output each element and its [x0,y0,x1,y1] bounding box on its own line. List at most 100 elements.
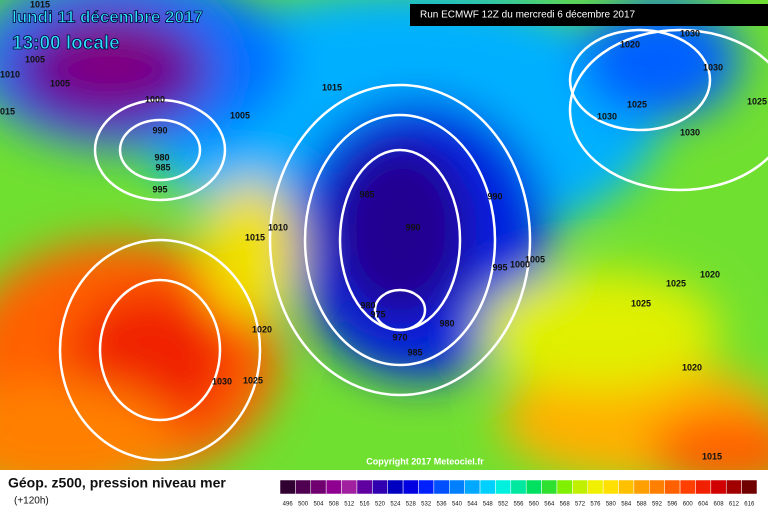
colorbar-tick-label: 616 [744,502,755,508]
isobar-label: 975 [370,309,385,319]
colorbar-tick-label: 560 [529,502,540,508]
colorbar-tick-label: 568 [560,502,571,508]
colorbar-tick-label: 520 [375,502,386,508]
colorbar-tick-label: 572 [575,502,586,508]
colorbar-tick-label: 588 [637,502,648,508]
colorbar-tick-label: 552 [498,502,509,508]
isobar-label: 1015 [702,451,722,461]
colorbar-cell [725,479,742,495]
colorbar-cell [741,479,758,495]
isobar-label: 1015 [30,0,50,9]
isobar-label: 1000 [510,259,530,269]
colorbar-cell [479,479,496,495]
colorbar-cell [556,479,573,495]
colorbar-tick-label: 516 [360,502,371,508]
colorbar: 496 500 504 508 512 516 520 524 528 532 536 540 544 5… [279,479,758,508]
colorbar-tick-label: 564 [544,502,555,508]
colorbar-tick-label: 496 [283,502,294,508]
copyright: Copyright 2017 Meteociel.fr [366,456,484,466]
colorbar-cell [510,479,527,495]
isobar-label: 1030 [680,127,700,137]
isobar-label: 985 [155,162,170,172]
colorbar-tick-label: 540 [452,502,463,508]
isobar-label: 995 [492,262,507,272]
isobar-label: 1000 [145,94,165,104]
colorbar-tick-label: 508 [329,502,340,508]
colorbar-cell [695,479,712,495]
colorbar-tick-label: 500 [298,502,309,508]
colorbar-cell [633,479,650,495]
isobar-label: 1015 [322,82,342,92]
colorbar-cell [572,479,588,495]
isobar-label: 1005 [525,254,545,264]
colorbar-cell [525,479,542,495]
isobar-label: 1020 [620,39,640,49]
colorbar-cell [325,479,342,495]
map-date: lundi 11 décembre 2017 [12,7,203,26]
colorbar-cell [372,479,388,495]
isobar-labels: 1015100510051010101510009909809859951005… [0,0,767,461]
colorbar-tick-label: 580 [606,502,617,508]
colorbar-cell [679,479,696,495]
colorbar-tick-label: 608 [714,502,725,508]
colorbar-tick-label: 536 [437,502,448,508]
isobar-label: 1025 [666,278,686,288]
colorbar-cell [464,479,481,495]
colorbar-tick-label: 512 [344,502,355,508]
colorbar-tick-label: 528 [406,502,417,508]
colorbar-cell [279,479,296,495]
colorbar-cell [710,479,727,495]
isobar-label: 1030 [597,111,617,121]
isobar-label: 1025 [747,96,767,106]
colorbar-cell [664,479,681,495]
colorbar-tick-label: 596 [667,502,678,508]
run-info: Run ECMWF 12Z du mercredi 6 décembre 201… [420,10,636,21]
isobar-label: 985 [359,189,374,199]
colorbar-tick-label: 592 [652,502,663,508]
colorbar-cell [602,479,619,495]
colorbar-cell [495,479,512,495]
isobar-label: 1005 [25,54,45,64]
colorbar-cell [356,479,373,495]
isobar-label: 1015 [0,106,15,116]
isobar-label: 1030 [680,28,700,38]
footer-title: Géop. z500, pression niveau mer [8,475,226,491]
colorbar-cell [310,479,327,495]
isobar-label: 990 [152,125,167,135]
map-time: 13:00 locale [12,33,120,54]
isobar-label: 1025 [627,99,647,109]
colorbar-tick-label: 584 [621,502,632,508]
colorbar-tick-label: 524 [390,502,401,508]
colorbar-tick-label: 604 [698,502,709,508]
colorbar-tick-label: 532 [421,502,432,508]
colorbar-tick-label: 548 [483,502,494,508]
colorbar-cell [618,479,635,495]
isobar-label: 970 [392,332,407,342]
isobar-label: 1025 [631,298,651,308]
colorbar-tick-label: 504 [313,502,324,508]
run-box [410,4,768,26]
colorbar-cell [418,479,435,495]
colorbar-tick-label: 576 [590,502,601,508]
isobar-label: 1015 [245,232,265,242]
colorbar-cell [433,479,450,495]
isobar-label: 980 [360,300,375,310]
colorbar-cell [387,479,404,495]
colorbar-tick-label: 612 [729,502,740,508]
isobar-label: 1025 [243,375,263,385]
isobar-label: 985 [407,347,422,357]
isobar-label: 1030 [703,62,723,72]
isobar-label: 1005 [50,78,70,88]
isobar-label: 1020 [682,362,702,372]
isobar-label: 1030 [212,376,232,386]
isobar-label: 995 [152,184,167,194]
colorbar-cell [649,479,665,495]
isobar-label: 980 [439,318,454,328]
colorbar-cell [449,479,465,495]
colorbar-tick-label: 556 [513,502,524,508]
isobar-label: 1020 [700,269,720,279]
isobar-label: 1010 [0,69,20,79]
isobar-label: 1010 [268,222,288,232]
map-field [0,0,768,500]
